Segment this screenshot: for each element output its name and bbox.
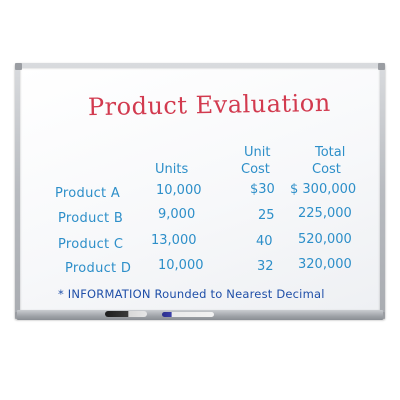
row-product-b-unit-cost: 25 <box>258 208 275 223</box>
header-total-cost-line1: Total <box>315 145 346 160</box>
header-total-cost-line2: Cost <box>312 162 341 177</box>
black-marker <box>105 311 147 317</box>
row-product-c-label: Product C <box>58 237 124 252</box>
header-units: Units <box>155 162 189 177</box>
row-product-a-label: Product A <box>55 186 121 201</box>
board-title: Product Evaluation <box>87 88 331 122</box>
row-product-b-label: Product B <box>58 211 124 226</box>
row-product-c-total-cost: 520,000 <box>298 232 352 247</box>
row-product-d-units: 10,000 <box>158 258 204 273</box>
row-product-b-total-cost: 225,000 <box>298 206 352 221</box>
whiteboard-surface <box>20 68 380 311</box>
row-product-a-unit-cost: $30 <box>250 182 275 197</box>
row-product-d-unit-cost: 32 <box>257 259 274 274</box>
row-product-b-units: 9,000 <box>158 207 196 222</box>
row-product-a-total-cost: $ 300,000 <box>290 182 357 197</box>
frame-corner <box>378 63 385 70</box>
header-unit-cost-line1: Unit <box>244 145 271 160</box>
footnote: * INFORMATION Rounded to Nearest Decimal <box>58 287 325 301</box>
row-product-a-units: 10,000 <box>156 183 202 198</box>
frame-corner <box>15 63 22 70</box>
row-product-c-unit-cost: 40 <box>256 234 273 249</box>
row-product-c-units: 13,000 <box>151 233 197 248</box>
blue-marker <box>162 312 214 317</box>
row-product-d-label: Product D <box>65 261 132 276</box>
header-unit-cost-line2: Cost <box>241 162 270 177</box>
row-product-d-total-cost: 320,000 <box>298 257 352 272</box>
